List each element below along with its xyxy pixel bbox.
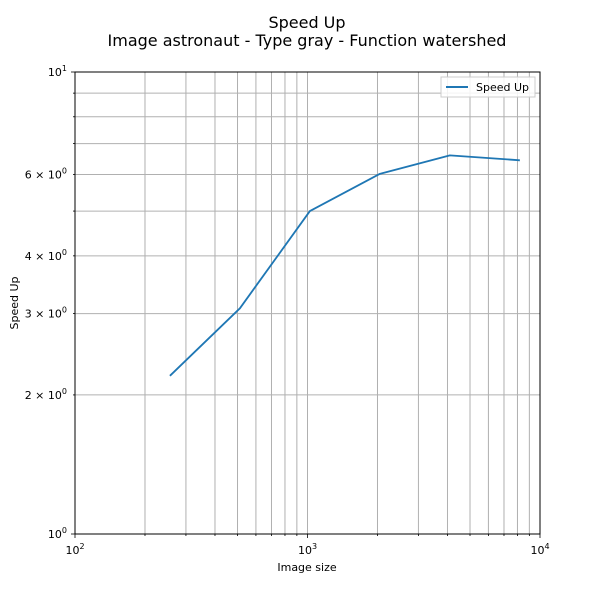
legend-label: Speed Up [476, 81, 529, 94]
chart-subtitle: Image astronaut - Type gray - Function w… [108, 31, 507, 50]
series-line [169, 154, 520, 377]
y-tick-label: 100 [48, 526, 67, 541]
x-tick-label: 104 [530, 542, 549, 557]
y-tick-label: 3 × 100 [25, 306, 67, 321]
y-tick-label: 6 × 100 [25, 166, 67, 181]
grid [74, 71, 541, 535]
y-axis-label: Speed Up [8, 276, 21, 329]
chart-title: Speed Up [268, 13, 345, 32]
y-tick-label: 4 × 100 [25, 248, 67, 263]
legend-box [440, 76, 536, 98]
y-tick-label: 101 [48, 64, 67, 79]
x-tick-label: 103 [298, 542, 317, 557]
legend: Speed Up [440, 76, 536, 98]
x-axis-label: Image size [277, 561, 337, 574]
ticks: 102 103 104 100 2 × 100 3 × 100 4 × 100 6 × 100… [25, 64, 550, 557]
x-tick-label: 102 [65, 542, 84, 557]
y-tick-label: 2 × 100 [25, 387, 67, 402]
series-layer [169, 154, 520, 377]
